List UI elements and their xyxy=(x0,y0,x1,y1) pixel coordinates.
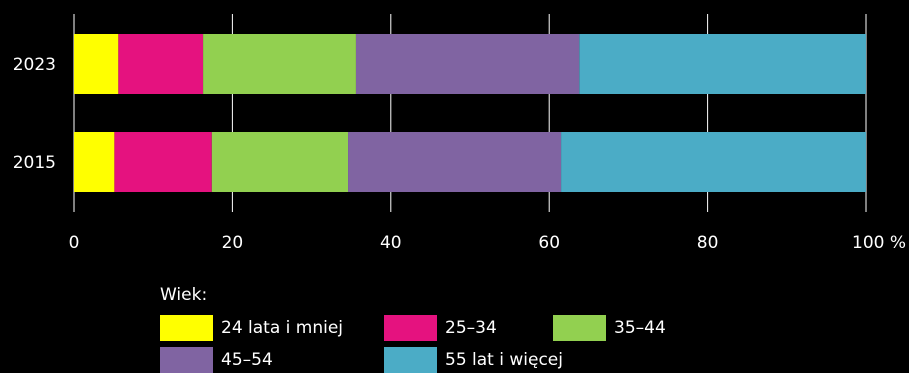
legend-label: 45–54 xyxy=(221,350,273,370)
legend-item: 24 lata i mniej xyxy=(160,315,343,341)
legend-swatch xyxy=(553,315,606,341)
bar-segment xyxy=(203,34,356,94)
bar-segment xyxy=(355,34,580,94)
bar-segment xyxy=(211,132,349,192)
legend-item: 55 lat i więcej xyxy=(384,347,563,373)
legend-item: 35–44 xyxy=(553,315,666,341)
x-tick-label: 20 xyxy=(222,233,244,253)
legend-label: 55 lat i więcej xyxy=(445,350,563,370)
legend-label: 25–34 xyxy=(445,318,497,338)
legend-label: 24 lata i mniej xyxy=(221,318,344,338)
bar-segment xyxy=(348,132,562,192)
bar-segment xyxy=(74,132,115,192)
x-tick-label: 0 xyxy=(69,233,80,253)
x-tick-label: 40 xyxy=(380,233,402,253)
x-tick-label: 60 xyxy=(538,233,560,253)
legend-swatch xyxy=(384,315,437,341)
x-tick-label: 100 % xyxy=(852,233,906,253)
legend-swatch xyxy=(384,347,437,373)
legend-swatch xyxy=(160,347,213,373)
bar-segment xyxy=(114,132,212,192)
legend-item: 25–34 xyxy=(384,315,497,341)
bar-segment xyxy=(561,132,866,192)
x-tick-label: 80 xyxy=(697,233,719,253)
legend-swatch xyxy=(160,315,213,341)
legend-title: Wiek: xyxy=(160,285,208,305)
bar-segment xyxy=(579,34,866,94)
bar-segment xyxy=(118,34,204,94)
bar-segment xyxy=(74,34,119,94)
category-label: 2015 xyxy=(13,153,56,173)
legend-label: 35–44 xyxy=(614,318,666,338)
category-label: 2023 xyxy=(13,55,56,75)
legend-item: 45–54 xyxy=(160,347,273,373)
